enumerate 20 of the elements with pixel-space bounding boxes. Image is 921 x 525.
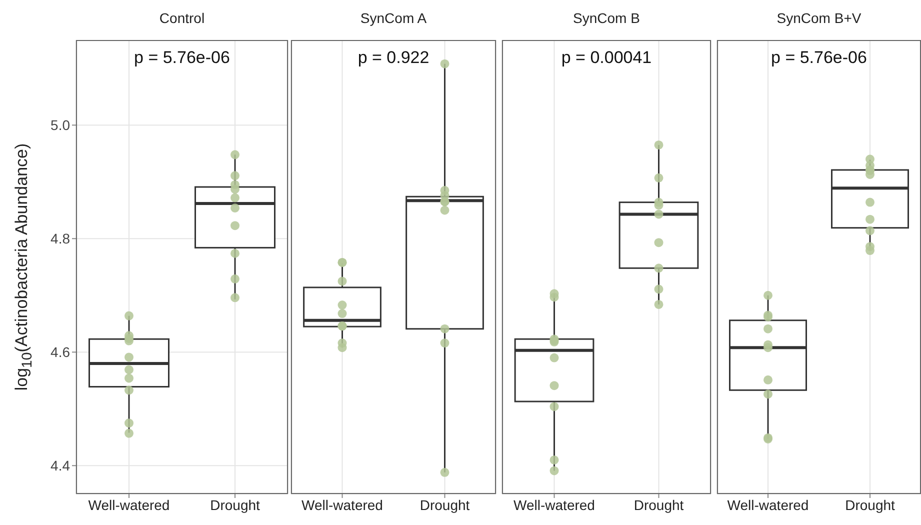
y-tick-label: 4.8 xyxy=(50,230,70,247)
x-tick-label: Well-watered xyxy=(88,496,170,513)
annotation: p = 5.76e-06 xyxy=(133,48,231,68)
x-tick-label: Drought xyxy=(210,496,260,513)
annotation: p = 5.76e-06 xyxy=(770,48,868,68)
y-tick-label: 4.4 xyxy=(50,458,70,474)
x-tick-label: Well-watered xyxy=(514,496,595,513)
chart-title: SynCom B xyxy=(572,10,641,26)
x-tick-label: Drought xyxy=(420,496,470,513)
y-tick-label: 4.6 xyxy=(50,344,70,360)
y-tick-label: 5.0 xyxy=(50,117,70,134)
annotation: p = 0.00041 xyxy=(560,48,653,68)
x-tick-label: Well-watered xyxy=(302,496,383,513)
x-tick-label: Drought xyxy=(634,496,684,513)
x-tick-label: Well-watered xyxy=(727,496,809,513)
annotation: p = 0.922 xyxy=(356,48,430,68)
x-tick-label: Drought xyxy=(845,496,896,513)
chart-title: SynCom A xyxy=(359,10,428,26)
chart-title: SynCom B+V xyxy=(776,10,862,26)
chart-title: Control xyxy=(158,10,206,26)
